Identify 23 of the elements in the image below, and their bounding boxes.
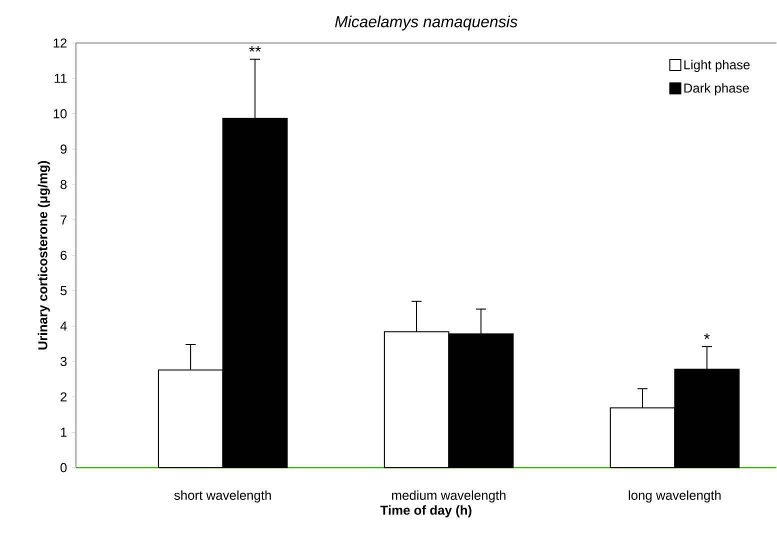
y-tick-label: 5: [60, 286, 67, 296]
x-tick-label: long wavelength: [628, 490, 721, 503]
y-tick-label: 11: [54, 74, 67, 84]
x-axis-title: Time of day (h): [380, 505, 472, 518]
y-axis-title: Urinary corticosterone (μg/mg): [38, 161, 50, 350]
y-tick-label: 4: [60, 322, 67, 331]
y-tick-label: 12: [54, 38, 67, 48]
y-tick-label: 2: [60, 392, 67, 402]
legend-label: Dark phase: [684, 83, 749, 96]
y-tick-label: 6: [60, 250, 67, 260]
y-tick-label: 3: [60, 357, 67, 366]
y-tick-label: 9: [60, 144, 67, 154]
chart-title: Micaelamys namaquensis: [335, 16, 518, 31]
y-tick-label: 8: [60, 180, 67, 190]
y-tick-label: 10: [54, 109, 67, 119]
x-tick-label: short wavelength: [174, 490, 271, 503]
legend-label: Light phase: [684, 60, 750, 72]
annotation: **: [249, 46, 261, 52]
x-tick-label: medium wavelength: [392, 490, 506, 503]
y-tick-label: 7: [60, 216, 67, 225]
annotation: *: [704, 334, 710, 340]
y-tick-label: 0: [60, 463, 67, 472]
y-tick-label: 1: [60, 428, 67, 437]
